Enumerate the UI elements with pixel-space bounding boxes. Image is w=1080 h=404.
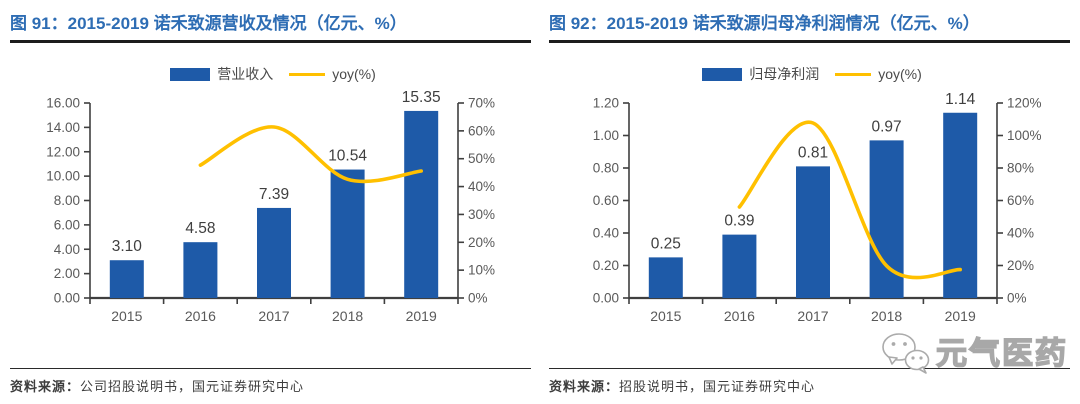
bar bbox=[722, 234, 757, 298]
bar-value-label: 0.39 bbox=[724, 213, 754, 230]
figure-92-source: 资料来源：招股说明书，国元证券研究中心 bbox=[549, 368, 1070, 404]
right-axis-tick-label: 20% bbox=[1007, 258, 1034, 273]
right-axis-tick-label: 80% bbox=[1007, 161, 1034, 176]
bar bbox=[330, 169, 365, 298]
x-axis-category-label: 2018 bbox=[332, 308, 363, 324]
right-axis-tick-label: 120% bbox=[1007, 96, 1042, 111]
bar-value-label: 10.54 bbox=[328, 148, 367, 165]
x-axis-category-label: 2015 bbox=[650, 308, 681, 324]
figure-91-source: 资料来源：公司招股说明书，国元证券研究中心 bbox=[10, 368, 531, 404]
legend-line-label: yoy(%) bbox=[332, 66, 376, 82]
bar-value-label: 0.81 bbox=[798, 144, 828, 161]
watermark-text: 元气医药 bbox=[935, 335, 1068, 371]
right-axis-tick-label: 70% bbox=[468, 96, 495, 111]
legend-bar-label: 营业收入 bbox=[217, 66, 274, 82]
legend-line-label: yoy(%) bbox=[878, 66, 922, 82]
right-axis-tick-label: 20% bbox=[468, 235, 495, 250]
left-axis-tick-label: 6.00 bbox=[54, 217, 80, 232]
x-axis-category-label: 2019 bbox=[406, 308, 437, 324]
right-axis-tick-label: 60% bbox=[468, 123, 495, 138]
x-axis-category-label: 2017 bbox=[258, 308, 289, 324]
bar-value-label: 4.58 bbox=[185, 220, 215, 237]
x-axis-category-label: 2016 bbox=[724, 308, 755, 324]
left-axis-tick-label: 1.00 bbox=[593, 128, 619, 143]
left-axis-tick-label: 0.60 bbox=[593, 193, 619, 208]
figure-92-legend: 归母净利润 yoy(%) bbox=[627, 64, 997, 84]
left-axis-tick-label: 2.00 bbox=[54, 266, 80, 281]
left-axis-tick-label: 1.20 bbox=[593, 96, 619, 111]
bar bbox=[109, 260, 144, 298]
right-axis-tick-label: 40% bbox=[1007, 226, 1034, 241]
left-axis-tick-label: 0.00 bbox=[593, 291, 619, 306]
left-axis-tick-label: 0.40 bbox=[593, 226, 619, 241]
figure-91-title: 图 91：2015-2019 诺禾致源营收及情况（亿元、%） bbox=[10, 6, 531, 43]
left-axis-tick-label: 4.00 bbox=[54, 242, 80, 257]
figure-91: 图 91：2015-2019 诺禾致源营收及情况（亿元、%） 营业收入 yoy(… bbox=[10, 6, 531, 404]
left-axis-tick-label: 16.00 bbox=[46, 96, 80, 111]
revenue-combo-chart: 0.00 2.00 4.00 6.00 8.00 10.00 12.00 14.00 16.00… bbox=[46, 89, 495, 324]
right-axis-tick-label: 0% bbox=[1007, 291, 1027, 306]
yoy-line bbox=[198, 125, 423, 184]
bar-value-label: 0.97 bbox=[872, 118, 902, 135]
bar bbox=[257, 207, 291, 298]
bar bbox=[796, 166, 830, 298]
left-axis-tick-label: 10.00 bbox=[46, 169, 80, 184]
legend-line-swatch bbox=[835, 72, 872, 76]
bar bbox=[869, 140, 904, 298]
net-profit-combo-chart: 0.00 0.20 0.40 0.60 0.80 1.00 1.20 0% 20% 40% 60% 8… bbox=[593, 91, 1042, 324]
bar bbox=[943, 112, 978, 298]
watermark: 元气医药 bbox=[880, 331, 1068, 375]
bar bbox=[183, 242, 218, 298]
source-prefix: 资料来源： bbox=[549, 379, 620, 394]
x-axis-category-label: 2016 bbox=[185, 308, 216, 324]
bar-value-label: 7.39 bbox=[259, 186, 289, 203]
yoy-line bbox=[737, 120, 962, 280]
bar-value-label: 15.35 bbox=[402, 89, 441, 106]
x-axis-category-label: 2015 bbox=[111, 308, 142, 324]
left-axis-tick-label: 8.00 bbox=[54, 193, 80, 208]
source-text: 招股说明书，国元证券研究中心 bbox=[619, 379, 816, 394]
right-axis-tick-label: 0% bbox=[468, 291, 488, 306]
bar bbox=[648, 257, 683, 298]
right-axis-tick-label: 50% bbox=[468, 151, 495, 166]
figure-91-chart-area: 营业收入 yoy(%) 0.00 2.00 4.00 6.00 8.00 10.00 12.… bbox=[10, 43, 531, 368]
bar bbox=[404, 110, 439, 298]
right-axis-tick-label: 60% bbox=[1007, 193, 1034, 208]
figure-92-title: 图 92：2015-2019 诺禾致源归母净利润情况（亿元、%） bbox=[549, 6, 1070, 43]
x-axis-category-label: 2018 bbox=[871, 308, 902, 324]
right-axis-tick-label: 100% bbox=[1007, 128, 1042, 143]
x-axis-category-label: 2019 bbox=[945, 308, 976, 324]
left-axis-tick-label: 12.00 bbox=[46, 144, 80, 159]
left-axis-tick-label: 0.80 bbox=[593, 161, 619, 176]
wechat-icon bbox=[882, 333, 930, 374]
figure-92: 图 92：2015-2019 诺禾致源归母净利润情况（亿元、%） 归母净利润 y… bbox=[549, 6, 1070, 404]
left-axis-tick-label: 0.00 bbox=[54, 291, 80, 306]
legend-bar-swatch bbox=[702, 67, 743, 81]
source-text: 公司招股说明书，国元证券研究中心 bbox=[80, 379, 305, 394]
legend-line-swatch bbox=[289, 72, 326, 76]
x-axis-category-label: 2017 bbox=[797, 308, 828, 324]
bar-value-label: 0.25 bbox=[651, 235, 681, 252]
figure-92-chart-area: 归母净利润 yoy(%) 0.00 0.20 0.40 0.60 0.80 1.00 1.2… bbox=[549, 43, 1070, 368]
legend-bar-swatch bbox=[170, 67, 211, 81]
right-axis-tick-label: 40% bbox=[468, 179, 495, 194]
bar-value-label: 3.10 bbox=[112, 238, 143, 255]
source-prefix: 资料来源： bbox=[10, 379, 81, 394]
left-axis-tick-label: 14.00 bbox=[46, 120, 80, 135]
legend-bar-label: 归母净利润 bbox=[749, 66, 820, 82]
bar-value-label: 1.14 bbox=[945, 91, 976, 108]
left-axis-tick-label: 0.20 bbox=[593, 258, 619, 273]
right-axis-tick-label: 10% bbox=[468, 263, 495, 278]
right-axis-tick-label: 30% bbox=[468, 207, 495, 222]
figure-91-legend: 营业收入 yoy(%) bbox=[88, 64, 458, 84]
